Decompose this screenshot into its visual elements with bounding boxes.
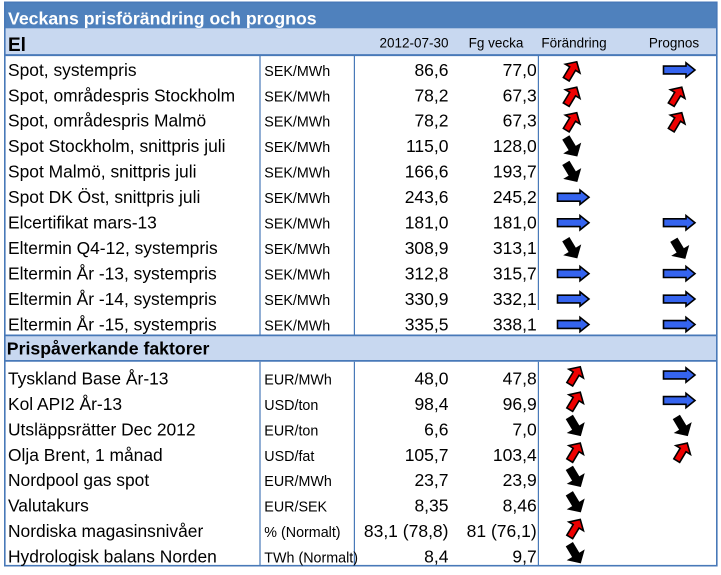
svg-text:Spot Malmö, snittpris juli: Spot Malmö, snittpris juli [8, 162, 196, 182]
svg-text:Nordiska magasinsnivåer: Nordiska magasinsnivåer [8, 521, 203, 541]
svg-text:6,6: 6,6 [424, 419, 448, 439]
svg-text:Spot DK Öst, snittpris juli: Spot DK Öst, snittpris juli [8, 187, 200, 207]
svg-text:TWh (Normalt): TWh (Normalt) [264, 551, 358, 567]
svg-text:96,9: 96,9 [503, 394, 537, 414]
svg-text:SEK/MWh: SEK/MWh [264, 115, 330, 131]
svg-text:SEK/MWh: SEK/MWh [264, 242, 330, 258]
svg-text:Eltermin Q4-12, systempris: Eltermin Q4-12, systempris [8, 238, 218, 258]
svg-text:313,1: 313,1 [493, 238, 537, 258]
svg-text:EUR/SEK: EUR/SEK [264, 500, 327, 516]
svg-text:EUR/ton: EUR/ton [264, 423, 318, 439]
svg-text:245,2: 245,2 [493, 187, 537, 207]
svg-text:Förändring: Förändring [541, 36, 606, 51]
svg-text:Eltermin År -15, systempris: Eltermin År -15, systempris [8, 314, 217, 334]
svg-text:Valutakurs: Valutakurs [8, 496, 89, 516]
svg-text:SEK/MWh: SEK/MWh [264, 293, 330, 309]
svg-text:105,7: 105,7 [405, 445, 449, 465]
svg-text:47,8: 47,8 [503, 368, 537, 388]
svg-text:86,6: 86,6 [414, 60, 448, 80]
svg-text:Elcertifikat mars-13: Elcertifikat mars-13 [8, 213, 157, 233]
svg-text:Eltermin År -14, systempris: Eltermin År -14, systempris [8, 289, 217, 309]
svg-text:312,8: 312,8 [405, 263, 449, 283]
svg-text:9,7: 9,7 [512, 547, 536, 567]
svg-text:243,6: 243,6 [405, 187, 449, 207]
svg-text:166,6: 166,6 [405, 162, 449, 182]
svg-text:USD/fat: USD/fat [264, 449, 314, 465]
svg-text:Veckans prisförändring och pro: Veckans prisförändring och prognos [8, 9, 317, 29]
svg-text:128,0: 128,0 [493, 136, 537, 156]
svg-text:Utsläppsrätter Dec 2012: Utsläppsrätter Dec 2012 [8, 419, 196, 439]
svg-text:8,35: 8,35 [414, 496, 448, 516]
svg-text:98,4: 98,4 [414, 394, 448, 414]
svg-text:332,1: 332,1 [493, 289, 537, 309]
svg-text:Fg vecka: Fg vecka [469, 36, 524, 51]
svg-text:SEK/MWh: SEK/MWh [264, 191, 330, 207]
svg-text:Nordpool gas spot: Nordpool gas spot [8, 470, 149, 490]
svg-text:Tyskland Base År-13: Tyskland Base År-13 [8, 368, 168, 388]
svg-text:Spot Stockholm, snittpris juli: Spot Stockholm, snittpris juli [8, 136, 225, 156]
svg-text:23,7: 23,7 [414, 470, 448, 490]
svg-text:Hydrologisk balans Norden: Hydrologisk balans Norden [8, 547, 217, 567]
svg-text:193,7: 193,7 [493, 162, 537, 182]
svg-text:El: El [8, 35, 26, 56]
svg-text:103,4: 103,4 [493, 445, 537, 465]
svg-text:115,0: 115,0 [406, 136, 449, 156]
svg-text:78,2: 78,2 [414, 111, 448, 131]
svg-text:77,0: 77,0 [503, 60, 537, 80]
svg-text:81 (76,1): 81 (76,1) [467, 521, 537, 541]
svg-text:Prognos: Prognos [649, 36, 700, 51]
svg-text:SEK/MWh: SEK/MWh [264, 318, 330, 334]
svg-text:SEK/MWh: SEK/MWh [264, 140, 330, 156]
svg-text:335,5: 335,5 [405, 314, 449, 334]
svg-text:Spot, områdespris Stockholm: Spot, områdespris Stockholm [8, 85, 235, 105]
svg-text:2012-07-30: 2012-07-30 [379, 36, 448, 51]
svg-text:SEK/MWh: SEK/MWh [264, 217, 330, 233]
svg-text:SEK/MWh: SEK/MWh [264, 89, 330, 105]
svg-text:Spot, områdespris Malmö: Spot, områdespris Malmö [8, 111, 206, 131]
svg-text:181,0: 181,0 [405, 213, 449, 233]
svg-text:308,9: 308,9 [405, 238, 449, 258]
svg-text:330,9: 330,9 [405, 289, 449, 309]
svg-text:8,4: 8,4 [424, 547, 449, 567]
svg-text:83,1 (78,8): 83,1 (78,8) [364, 521, 449, 541]
svg-text:EUR/MWh: EUR/MWh [264, 474, 332, 490]
svg-text:Kol API2 År-13: Kol API2 År-13 [8, 394, 122, 414]
svg-text:Olja Brent, 1 månad: Olja Brent, 1 månad [8, 445, 163, 465]
svg-text:67,3: 67,3 [503, 85, 537, 105]
svg-text:Spot, systempris: Spot, systempris [8, 60, 137, 80]
svg-text:48,0: 48,0 [414, 368, 448, 388]
svg-text:23,9: 23,9 [503, 470, 537, 490]
svg-text:SEK/MWh: SEK/MWh [264, 166, 330, 182]
svg-text:Prispåverkande faktorer: Prispåverkande faktorer [7, 339, 210, 359]
svg-text:315,7: 315,7 [493, 263, 537, 283]
svg-text:USD/ton: USD/ton [264, 398, 318, 414]
svg-text:SEK/MWh: SEK/MWh [264, 267, 330, 283]
svg-text:Eltermin År -13, systempris: Eltermin År -13, systempris [8, 263, 217, 283]
svg-text:8,46: 8,46 [503, 496, 537, 516]
svg-text:67,3: 67,3 [503, 111, 537, 131]
svg-text:EUR/MWh: EUR/MWh [264, 372, 332, 388]
svg-text:78,2: 78,2 [414, 85, 448, 105]
svg-text:SEK/MWh: SEK/MWh [264, 64, 330, 80]
svg-text:181,0: 181,0 [493, 213, 537, 233]
svg-text:% (Normalt): % (Normalt) [264, 525, 340, 541]
svg-text:7,0: 7,0 [512, 419, 537, 439]
svg-text:338,1: 338,1 [493, 314, 537, 334]
